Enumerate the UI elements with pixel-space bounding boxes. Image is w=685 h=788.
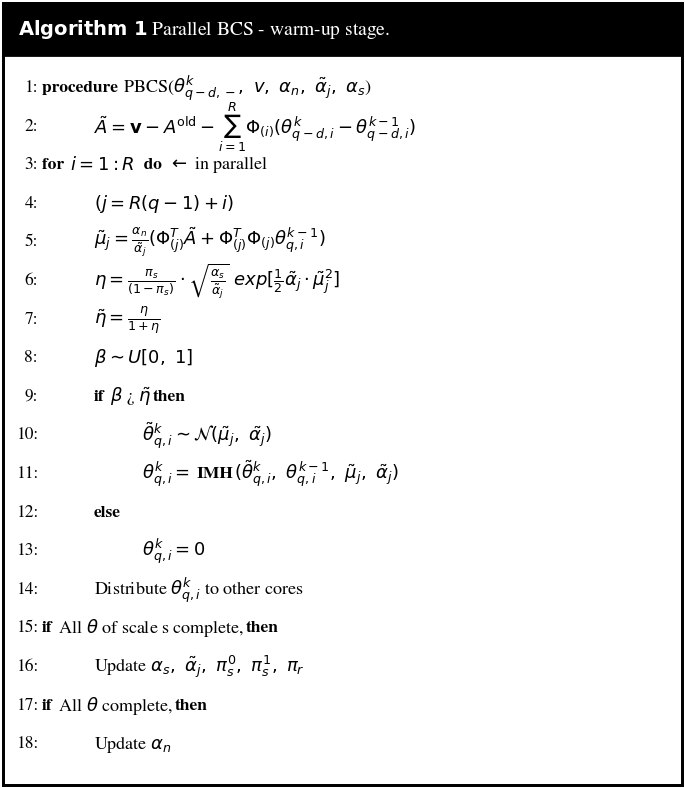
Text: 18:: 18: [16,736,38,753]
Text: 14:: 14: [16,582,38,598]
Text: procedure: procedure [42,81,123,95]
Text: 16:: 16: [16,659,38,675]
Text: 17:: 17: [16,697,38,714]
Text: $\theta^{k}_{q,i} = $: $\theta^{k}_{q,i} = $ [142,459,195,489]
Text: $i = 1 : R$: $i = 1 : R$ [69,156,134,174]
Text: $\tilde{\theta}^{k}_{q,i} \sim \mathcal{N}(\tilde{\mu}_j,\ \tilde{\alpha}_j)$: $\tilde{\theta}^{k}_{q,i} \sim \mathcal{… [142,420,272,451]
Text: 13:: 13: [16,543,38,559]
Text: $\theta^{k}_{q,i} = 0$: $\theta^{k}_{q,i} = 0$ [142,537,206,566]
Text: $\beta \sim U[0,\ 1]$: $\beta \sim U[0,\ 1]$ [94,348,193,370]
Text: 1:: 1: [25,80,38,96]
Text: if: if [42,622,53,635]
Text: Update $\alpha_n$: Update $\alpha_n$ [94,734,171,755]
Text: 2:: 2: [25,119,38,135]
Text: Distribute $\theta^{k}_{q,i}$ to other cores: Distribute $\theta^{k}_{q,i}$ to other c… [94,575,303,604]
Text: All $\theta$ of scale s complete,: All $\theta$ of scale s complete, [53,618,245,639]
Text: 6:: 6: [25,273,38,289]
Text: PBCS($\theta^{k}_{q-d,-},\ v,\ \alpha_n,\ \tilde{\alpha}_j,\ \alpha_s$): PBCS($\theta^{k}_{q-d,-},\ v,\ \alpha_n,… [123,73,372,102]
Text: 15:: 15: [16,620,38,637]
Text: then: then [246,622,279,635]
Text: 10:: 10: [16,427,38,444]
Text: for: for [42,158,68,173]
Text: 8:: 8: [25,350,38,366]
Text: $(\tilde{\theta}^{k}_{q,i},\ \theta^{k-1}_{q,i},\ \tilde{\mu}_j,\ \tilde{\alpha}: $(\tilde{\theta}^{k}_{q,i},\ \theta^{k-1… [234,459,399,489]
Text: 9:: 9: [25,388,38,405]
Text: $\tilde{A} = \mathbf{v} - A^{\mathrm{old}} - \sum_{i=1}^{R}\Phi_{(i)}(\theta^{k}: $\tilde{A} = \mathbf{v} - A^{\mathrm{old… [94,100,416,154]
Text: then: then [153,390,186,403]
Text: 3:: 3: [25,158,38,173]
Text: then: then [175,699,208,712]
Text: 11:: 11: [16,466,38,482]
Text: $\eta = \frac{\pi_s}{(1-\pi_s)} \cdot \sqrt{\frac{\alpha_s}{\tilde{\alpha}_j}}\ : $\eta = \frac{\pi_s}{(1-\pi_s)} \cdot \s… [94,262,340,300]
Text: 7:: 7: [25,311,38,328]
Text: $\tilde{\eta} = \frac{\eta}{1+\eta}$: $\tilde{\eta} = \frac{\eta}{1+\eta}$ [94,304,161,336]
Text: $\tilde{\mu}_j = \frac{\alpha_n}{\tilde{\alpha}_j}(\Phi^{T}_{(j)}\tilde{A} + \Ph: $\tilde{\mu}_j = \frac{\alpha_n}{\tilde{… [94,225,325,259]
Text: $\leftarrow$ in parallel: $\leftarrow$ in parallel [163,155,268,175]
Text: IMH: IMH [197,467,234,481]
Text: 4:: 4: [25,196,38,212]
Text: 12:: 12: [16,504,38,521]
Text: $\bf{Algorithm\ 1}$ Parallel BCS - warm-up stage.: $\bf{Algorithm\ 1}$ Parallel BCS - warm-… [18,17,390,40]
Text: $(j = R(q-1)+i)$: $(j = R(q-1)+i)$ [94,193,234,215]
Text: 5:: 5: [25,235,38,251]
Bar [3,3,682,55]
Text: else: else [94,506,121,519]
Text: $\beta$ ¿ $\tilde{\eta}$: $\beta$ ¿ $\tilde{\eta}$ [105,385,152,408]
Text: Update $\alpha_s,\ \tilde{\alpha}_j,\ \pi^{0}_{s},\ \pi^{1}_{s},\ \pi_r$: Update $\alpha_s,\ \tilde{\alpha}_j,\ \p… [94,654,305,680]
Text: if: if [42,699,53,712]
Text: do: do [135,158,162,173]
Text: if: if [94,390,105,403]
Text: All $\theta$ complete,: All $\theta$ complete, [53,694,173,716]
